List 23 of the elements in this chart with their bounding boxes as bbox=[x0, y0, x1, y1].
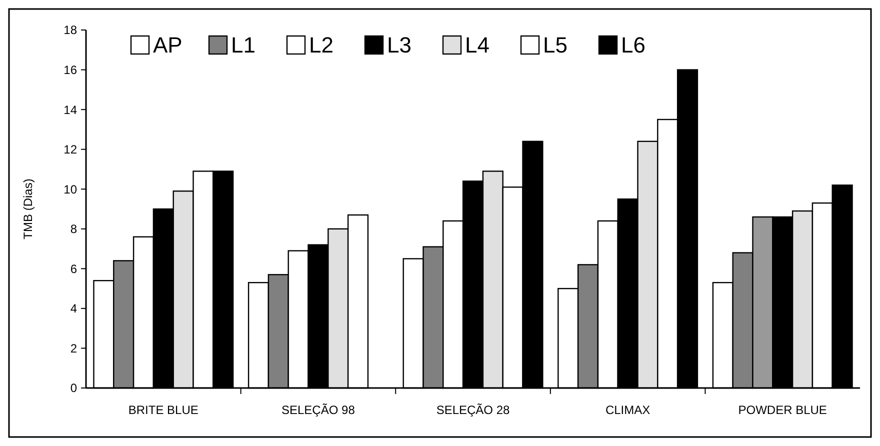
y-tick-label: 0 bbox=[70, 381, 78, 396]
x-tick-label: SELEÇÃO 28 bbox=[436, 403, 510, 417]
legend-label: AP bbox=[153, 32, 182, 58]
y-tick-label: 4 bbox=[70, 302, 78, 316]
x-tick-label: SELEÇÃO 98 bbox=[282, 403, 356, 417]
y-tick-label: 8 bbox=[70, 222, 78, 236]
y-tick-label: 10 bbox=[64, 182, 78, 196]
x-tick-label: CLIMAX bbox=[605, 403, 650, 417]
y-tick-label: 18 bbox=[64, 23, 78, 38]
y-axis-title: TMB (Dias) bbox=[21, 178, 35, 240]
legend-label: L3 bbox=[387, 32, 412, 58]
y-tick-label: 6 bbox=[70, 262, 78, 276]
y-tick-label: 12 bbox=[64, 142, 78, 157]
legend-label: L1 bbox=[231, 32, 256, 58]
x-tick-label: BRITE BLUE bbox=[128, 403, 198, 417]
y-tick-label: 2 bbox=[70, 341, 78, 356]
y-tick-label: 16 bbox=[64, 62, 78, 77]
legend-label: L2 bbox=[309, 32, 334, 58]
y-tick-label: 14 bbox=[64, 102, 78, 117]
legend-label: L4 bbox=[465, 32, 490, 58]
legend-label: L5 bbox=[543, 32, 568, 58]
legend-label: L6 bbox=[621, 32, 646, 58]
x-tick-label: POWDER BLUE bbox=[738, 403, 827, 417]
